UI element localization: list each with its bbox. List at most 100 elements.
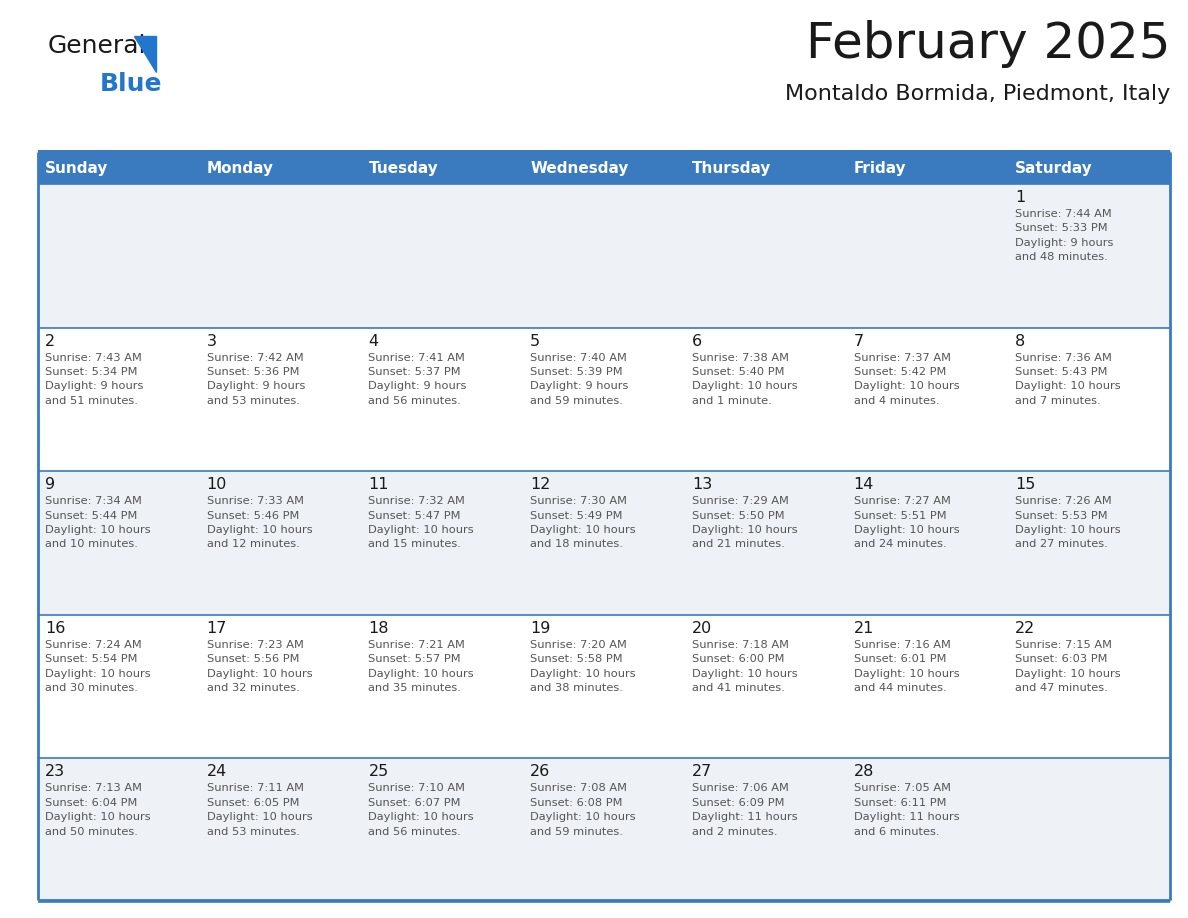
Text: Sunrise: 7:20 AM
Sunset: 5:58 PM
Daylight: 10 hours
and 38 minutes.: Sunrise: 7:20 AM Sunset: 5:58 PM Dayligh…: [530, 640, 636, 693]
Text: Sunrise: 7:16 AM
Sunset: 6:01 PM
Daylight: 10 hours
and 44 minutes.: Sunrise: 7:16 AM Sunset: 6:01 PM Dayligh…: [853, 640, 959, 693]
Text: Sunrise: 7:26 AM
Sunset: 5:53 PM
Daylight: 10 hours
and 27 minutes.: Sunrise: 7:26 AM Sunset: 5:53 PM Dayligh…: [1016, 497, 1121, 549]
Text: 22: 22: [1016, 621, 1036, 636]
Bar: [684, 471, 847, 615]
Text: 21: 21: [853, 621, 874, 636]
Bar: [1009, 328, 1170, 471]
Text: Sunrise: 7:05 AM
Sunset: 6:11 PM
Daylight: 11 hours
and 6 minutes.: Sunrise: 7:05 AM Sunset: 6:11 PM Dayligh…: [853, 783, 959, 836]
Text: Sunrise: 7:06 AM
Sunset: 6:09 PM
Daylight: 11 hours
and 2 minutes.: Sunrise: 7:06 AM Sunset: 6:09 PM Dayligh…: [691, 783, 797, 836]
Bar: [847, 328, 1009, 471]
Bar: [1009, 758, 1170, 902]
Text: Saturday: Saturday: [1016, 161, 1093, 175]
Text: 15: 15: [1016, 477, 1036, 492]
Bar: [200, 615, 361, 758]
Bar: [684, 615, 847, 758]
Bar: [684, 152, 847, 184]
Bar: [38, 328, 200, 471]
Text: Blue: Blue: [100, 72, 163, 96]
Bar: [200, 328, 361, 471]
Bar: [523, 615, 684, 758]
Text: 24: 24: [207, 765, 227, 779]
Text: Sunrise: 7:27 AM
Sunset: 5:51 PM
Daylight: 10 hours
and 24 minutes.: Sunrise: 7:27 AM Sunset: 5:51 PM Dayligh…: [853, 497, 959, 549]
Text: February 2025: February 2025: [805, 20, 1170, 68]
Bar: [361, 152, 523, 184]
Text: Sunrise: 7:21 AM
Sunset: 5:57 PM
Daylight: 10 hours
and 35 minutes.: Sunrise: 7:21 AM Sunset: 5:57 PM Dayligh…: [368, 640, 474, 693]
Text: Sunrise: 7:08 AM
Sunset: 6:08 PM
Daylight: 10 hours
and 59 minutes.: Sunrise: 7:08 AM Sunset: 6:08 PM Dayligh…: [530, 783, 636, 836]
Bar: [200, 471, 361, 615]
Bar: [684, 184, 847, 328]
Bar: [200, 184, 361, 328]
Text: 25: 25: [368, 765, 388, 779]
Text: Sunrise: 7:34 AM
Sunset: 5:44 PM
Daylight: 10 hours
and 10 minutes.: Sunrise: 7:34 AM Sunset: 5:44 PM Dayligh…: [45, 497, 151, 549]
Bar: [847, 758, 1009, 902]
Text: Sunrise: 7:38 AM
Sunset: 5:40 PM
Daylight: 10 hours
and 1 minute.: Sunrise: 7:38 AM Sunset: 5:40 PM Dayligh…: [691, 353, 797, 406]
Text: Sunrise: 7:10 AM
Sunset: 6:07 PM
Daylight: 10 hours
and 56 minutes.: Sunrise: 7:10 AM Sunset: 6:07 PM Dayligh…: [368, 783, 474, 836]
Text: Friday: Friday: [853, 161, 906, 175]
Bar: [38, 471, 200, 615]
Text: Sunrise: 7:11 AM
Sunset: 6:05 PM
Daylight: 10 hours
and 53 minutes.: Sunrise: 7:11 AM Sunset: 6:05 PM Dayligh…: [207, 783, 312, 836]
Text: 13: 13: [691, 477, 712, 492]
Text: 16: 16: [45, 621, 65, 636]
Bar: [361, 184, 523, 328]
Bar: [1009, 184, 1170, 328]
Text: Sunrise: 7:15 AM
Sunset: 6:03 PM
Daylight: 10 hours
and 47 minutes.: Sunrise: 7:15 AM Sunset: 6:03 PM Dayligh…: [1016, 640, 1121, 693]
Text: 8: 8: [1016, 333, 1025, 349]
Text: 1: 1: [1016, 190, 1025, 205]
Text: Sunrise: 7:42 AM
Sunset: 5:36 PM
Daylight: 9 hours
and 53 minutes.: Sunrise: 7:42 AM Sunset: 5:36 PM Dayligh…: [207, 353, 305, 406]
Bar: [38, 758, 200, 902]
Bar: [684, 758, 847, 902]
Text: 6: 6: [691, 333, 702, 349]
Text: Monday: Monday: [207, 161, 273, 175]
Text: Tuesday: Tuesday: [368, 161, 438, 175]
Text: 19: 19: [530, 621, 550, 636]
Text: 12: 12: [530, 477, 550, 492]
Text: 10: 10: [207, 477, 227, 492]
Bar: [38, 150, 1170, 154]
Bar: [523, 152, 684, 184]
Text: Sunday: Sunday: [45, 161, 108, 175]
Text: 4: 4: [368, 333, 379, 349]
Bar: [523, 328, 684, 471]
Text: 9: 9: [45, 477, 55, 492]
Text: Sunrise: 7:40 AM
Sunset: 5:39 PM
Daylight: 9 hours
and 59 minutes.: Sunrise: 7:40 AM Sunset: 5:39 PM Dayligh…: [530, 353, 628, 406]
Text: 27: 27: [691, 765, 712, 779]
Bar: [684, 328, 847, 471]
Text: Sunrise: 7:18 AM
Sunset: 6:00 PM
Daylight: 10 hours
and 41 minutes.: Sunrise: 7:18 AM Sunset: 6:00 PM Dayligh…: [691, 640, 797, 693]
Text: Sunrise: 7:41 AM
Sunset: 5:37 PM
Daylight: 9 hours
and 56 minutes.: Sunrise: 7:41 AM Sunset: 5:37 PM Dayligh…: [368, 353, 467, 406]
Bar: [361, 328, 523, 471]
Bar: [361, 758, 523, 902]
Text: 14: 14: [853, 477, 874, 492]
Text: Wednesday: Wednesday: [530, 161, 628, 175]
Bar: [1009, 152, 1170, 184]
Text: 5: 5: [530, 333, 541, 349]
Text: Sunrise: 7:36 AM
Sunset: 5:43 PM
Daylight: 10 hours
and 7 minutes.: Sunrise: 7:36 AM Sunset: 5:43 PM Dayligh…: [1016, 353, 1121, 406]
Bar: [1009, 471, 1170, 615]
Text: Sunrise: 7:33 AM
Sunset: 5:46 PM
Daylight: 10 hours
and 12 minutes.: Sunrise: 7:33 AM Sunset: 5:46 PM Dayligh…: [207, 497, 312, 549]
Text: 17: 17: [207, 621, 227, 636]
Bar: [523, 758, 684, 902]
Bar: [523, 184, 684, 328]
Text: 23: 23: [45, 765, 65, 779]
Text: 28: 28: [853, 765, 874, 779]
Text: Sunrise: 7:29 AM
Sunset: 5:50 PM
Daylight: 10 hours
and 21 minutes.: Sunrise: 7:29 AM Sunset: 5:50 PM Dayligh…: [691, 497, 797, 549]
Text: General: General: [48, 34, 146, 58]
Bar: [38, 615, 200, 758]
Bar: [200, 152, 361, 184]
Text: 3: 3: [207, 333, 216, 349]
Bar: [361, 471, 523, 615]
Text: Sunrise: 7:37 AM
Sunset: 5:42 PM
Daylight: 10 hours
and 4 minutes.: Sunrise: 7:37 AM Sunset: 5:42 PM Dayligh…: [853, 353, 959, 406]
Text: Sunrise: 7:13 AM
Sunset: 6:04 PM
Daylight: 10 hours
and 50 minutes.: Sunrise: 7:13 AM Sunset: 6:04 PM Dayligh…: [45, 783, 151, 836]
Bar: [1009, 615, 1170, 758]
Bar: [38, 152, 200, 184]
Text: Montaldo Bormida, Piedmont, Italy: Montaldo Bormida, Piedmont, Italy: [785, 84, 1170, 104]
Text: Thursday: Thursday: [691, 161, 771, 175]
Bar: [847, 615, 1009, 758]
Text: Sunrise: 7:44 AM
Sunset: 5:33 PM
Daylight: 9 hours
and 48 minutes.: Sunrise: 7:44 AM Sunset: 5:33 PM Dayligh…: [1016, 209, 1113, 263]
Bar: [361, 615, 523, 758]
Text: Sunrise: 7:43 AM
Sunset: 5:34 PM
Daylight: 9 hours
and 51 minutes.: Sunrise: 7:43 AM Sunset: 5:34 PM Dayligh…: [45, 353, 144, 406]
Text: 2: 2: [45, 333, 55, 349]
Text: Sunrise: 7:30 AM
Sunset: 5:49 PM
Daylight: 10 hours
and 18 minutes.: Sunrise: 7:30 AM Sunset: 5:49 PM Dayligh…: [530, 497, 636, 549]
Bar: [847, 152, 1009, 184]
Bar: [847, 184, 1009, 328]
Text: 18: 18: [368, 621, 388, 636]
Polygon shape: [134, 36, 156, 72]
